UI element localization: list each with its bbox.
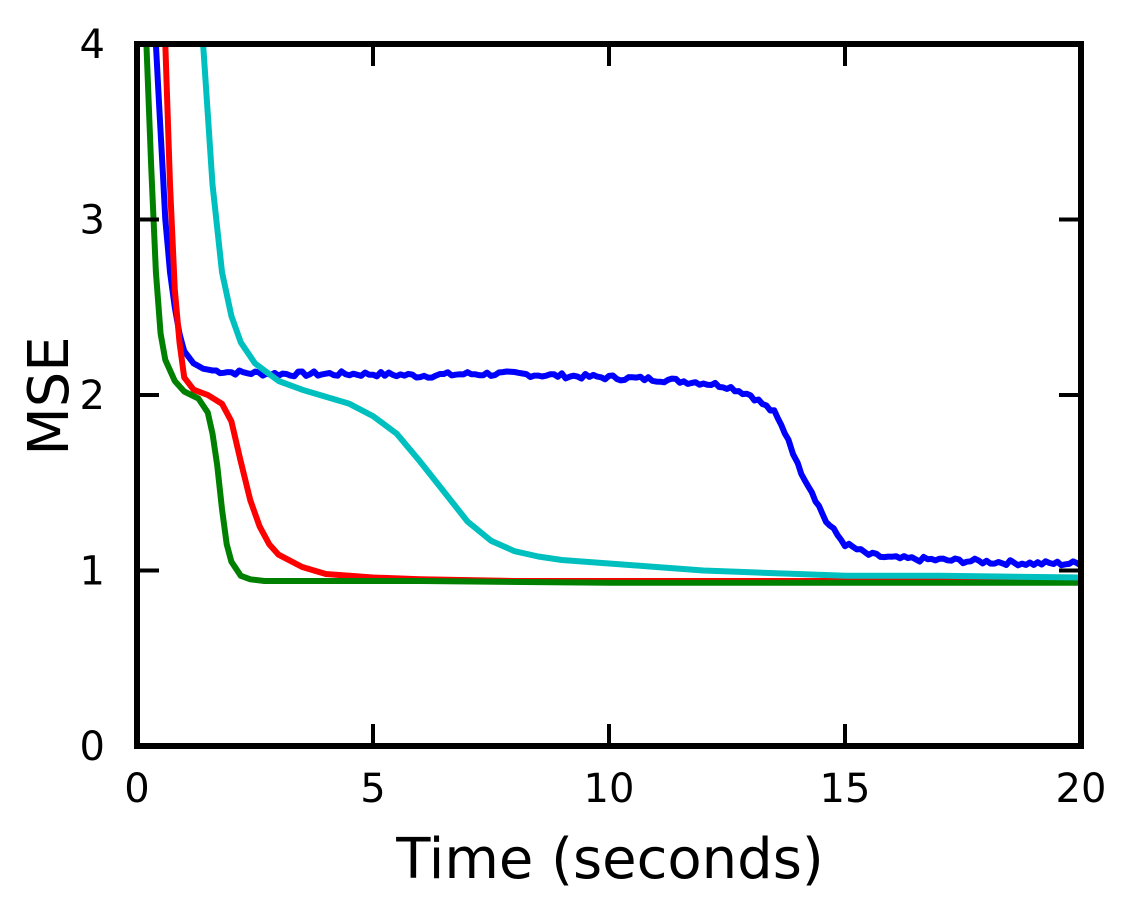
y-axis-title: MSE [17,336,82,455]
series-line-1 [162,44,1081,584]
x-tick-label: 15 [820,766,871,812]
y-tick-label: 2 [80,373,105,419]
y-tick-label: 1 [80,549,105,595]
x-tick-label: 20 [1056,766,1107,812]
series-line-3 [200,44,1081,581]
y-tick-label: 0 [80,724,105,770]
x-tick-label: 0 [124,766,149,812]
x-tick-label: 5 [360,766,385,812]
x-tick-label: 10 [584,766,635,812]
plot-frame [134,41,1084,749]
y-tick-label: 4 [80,22,105,68]
y-tick-label: 3 [80,198,105,244]
series-line-2 [143,44,1081,586]
tick-layer: 0 5 10 15 20 0 1 2 3 4 [80,22,1107,812]
series-line-0 [152,44,1081,569]
series-layer [143,44,1081,586]
x-axis-title: Time (seconds) [395,827,823,892]
